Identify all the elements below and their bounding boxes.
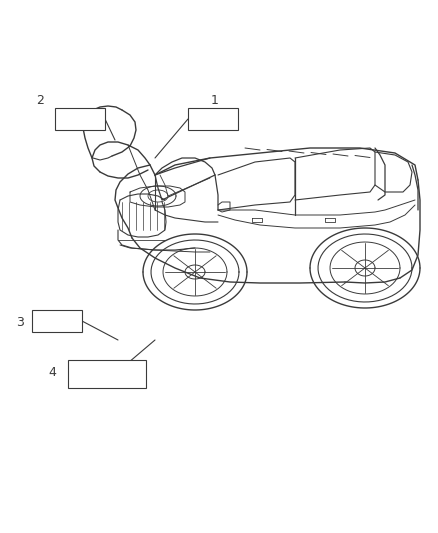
Text: 1: 1 xyxy=(211,93,219,107)
Text: 3: 3 xyxy=(16,316,24,328)
Text: 2: 2 xyxy=(36,93,44,107)
Bar xyxy=(32,310,82,332)
Text: 4: 4 xyxy=(48,366,56,378)
Bar xyxy=(68,360,146,388)
Bar xyxy=(188,108,238,130)
Bar xyxy=(55,108,105,130)
